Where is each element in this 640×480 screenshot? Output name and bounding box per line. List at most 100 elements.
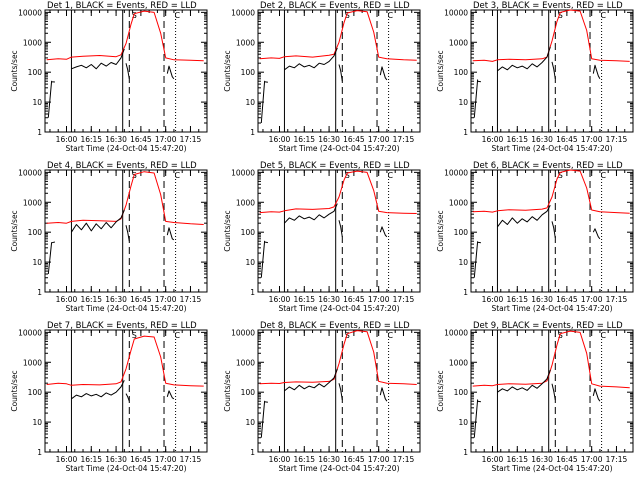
events-series-line	[473, 399, 481, 438]
lld-series-line	[46, 10, 204, 62]
y-tick-label: 10	[245, 418, 255, 427]
top-marker-label: C	[600, 331, 606, 340]
events-series-line	[71, 380, 125, 400]
events-series-line	[284, 203, 338, 224]
y-tick-label: 10000	[18, 8, 42, 17]
y-tick-label: 1000	[23, 358, 42, 367]
panel-title: Det 1, BLACK = Events, RED = LLD	[47, 1, 197, 11]
events-series-line	[497, 369, 551, 393]
y-tick-label: 100	[28, 228, 43, 237]
plot-frame	[257, 9, 421, 133]
y-tick-label: 100	[28, 388, 43, 397]
lld-series-line	[46, 171, 204, 225]
x-tick-label: 16:00	[269, 295, 291, 304]
x-tick-label: 17:15	[393, 295, 415, 304]
panel-det-8: Det 8, BLACK = Events, RED = LLD 1 10 100 10…	[223, 321, 421, 473]
lld-series-line	[46, 335, 204, 387]
x-tick-label: 16:15	[80, 135, 102, 144]
plot-frame	[257, 169, 421, 293]
x-tick-label: 17:00	[155, 135, 177, 144]
x-axis-label: Start Time (24-Oct-04 15:47:20)	[65, 464, 186, 473]
y-tick-label: 1000	[23, 198, 42, 207]
x-axis-label: Start Time (24-Oct-04 15:47:20)	[491, 464, 612, 473]
events-series-line	[379, 226, 388, 238]
y-tick-label: 10	[458, 258, 468, 267]
top-marker-label: S	[132, 11, 137, 20]
x-tick-label: 16:15	[80, 455, 102, 464]
events-series-line	[379, 66, 388, 81]
panel-det-6: Det 6, BLACK = Events, RED = LLD 1 10 100 10…	[436, 161, 634, 313]
top-marker-label: S	[345, 11, 350, 20]
plot-frame	[257, 329, 421, 453]
x-tick-label: 17:00	[155, 455, 177, 464]
x-tick-label: 17:15	[393, 135, 415, 144]
y-tick-label: 1	[250, 288, 255, 297]
x-tick-label: 17:00	[155, 295, 177, 304]
events-series-line	[260, 240, 268, 278]
x-tick-label: 17:00	[581, 455, 603, 464]
plot-frame	[44, 9, 208, 133]
y-tick-label: 1000	[449, 38, 468, 47]
events-series-line	[338, 64, 343, 82]
x-tick-label: 17:00	[581, 135, 603, 144]
events-series-line	[166, 227, 175, 241]
x-tick-label: 17:15	[393, 455, 415, 464]
x-tick-label: 16:15	[80, 295, 102, 304]
x-tick-label: 16:15	[293, 135, 315, 144]
y-tick-label: 1000	[449, 198, 468, 207]
x-tick-label: 16:15	[506, 455, 528, 464]
top-marker-label: C	[174, 331, 180, 340]
events-series-line	[551, 383, 556, 400]
events-series-line	[284, 368, 338, 392]
y-tick-label: 100	[454, 68, 469, 77]
x-tick-label: 16:15	[506, 295, 528, 304]
top-marker-label: S	[558, 171, 563, 180]
events-series-line	[125, 63, 130, 79]
top-marker-label: C	[387, 331, 393, 340]
events-series-line	[166, 390, 175, 400]
x-tick-label: 16:00	[269, 135, 291, 144]
x-tick-label: 17:00	[581, 295, 603, 304]
y-axis-label: Counts/sec	[436, 210, 445, 251]
panel-title: Det 6, BLACK = Events, RED = LLD	[473, 161, 623, 171]
y-tick-label: 1000	[236, 358, 255, 367]
events-series-line	[592, 388, 601, 402]
y-axis-label: Counts/sec	[223, 50, 232, 91]
panel-title: Det 3, BLACK = Events, RED = LLD	[473, 1, 623, 11]
events-series-line	[592, 228, 601, 240]
y-tick-label: 10	[32, 418, 42, 427]
lld-series-line	[472, 169, 630, 214]
lld-series-line	[259, 170, 417, 214]
y-tick-label: 100	[241, 68, 256, 77]
x-axis-label: Start Time (24-Oct-04 15:47:20)	[278, 144, 399, 153]
y-tick-label: 1000	[23, 38, 42, 47]
events-series-line	[473, 79, 481, 118]
top-marker-label: S	[345, 171, 350, 180]
events-series-line	[47, 80, 55, 118]
x-tick-label: 17:15	[180, 135, 202, 144]
x-tick-label: 16:45	[130, 455, 152, 464]
y-tick-label: 1	[463, 128, 468, 137]
x-tick-label: 16:00	[56, 295, 78, 304]
x-axis-label: Start Time (24-Oct-04 15:47:20)	[65, 144, 186, 153]
y-tick-label: 10	[32, 98, 42, 107]
y-axis-label: Counts/sec	[223, 210, 232, 251]
plot-frame	[470, 9, 634, 133]
panel-det-9: Det 9, BLACK = Events, RED = LLD 1 10 100 10…	[436, 321, 634, 473]
y-tick-label: 1	[463, 288, 468, 297]
y-axis-label: Counts/sec	[10, 50, 19, 91]
y-tick-label: 1000	[236, 38, 255, 47]
panel-title: Det 2, BLACK = Events, RED = LLD	[260, 1, 410, 11]
panel-title: Det 7, BLACK = Events, RED = LLD	[47, 321, 197, 331]
plot-frame	[44, 329, 208, 453]
y-tick-label: 100	[454, 228, 469, 237]
events-series-line	[260, 400, 268, 438]
x-tick-label: 16:00	[482, 135, 504, 144]
y-tick-label: 1	[37, 128, 42, 137]
lld-series-line	[259, 330, 417, 385]
x-tick-label: 16:00	[56, 135, 78, 144]
y-tick-label: 1	[250, 448, 255, 457]
y-tick-label: 100	[28, 68, 43, 77]
x-tick-label: 16:30	[318, 295, 340, 304]
x-tick-label: 17:15	[606, 135, 628, 144]
